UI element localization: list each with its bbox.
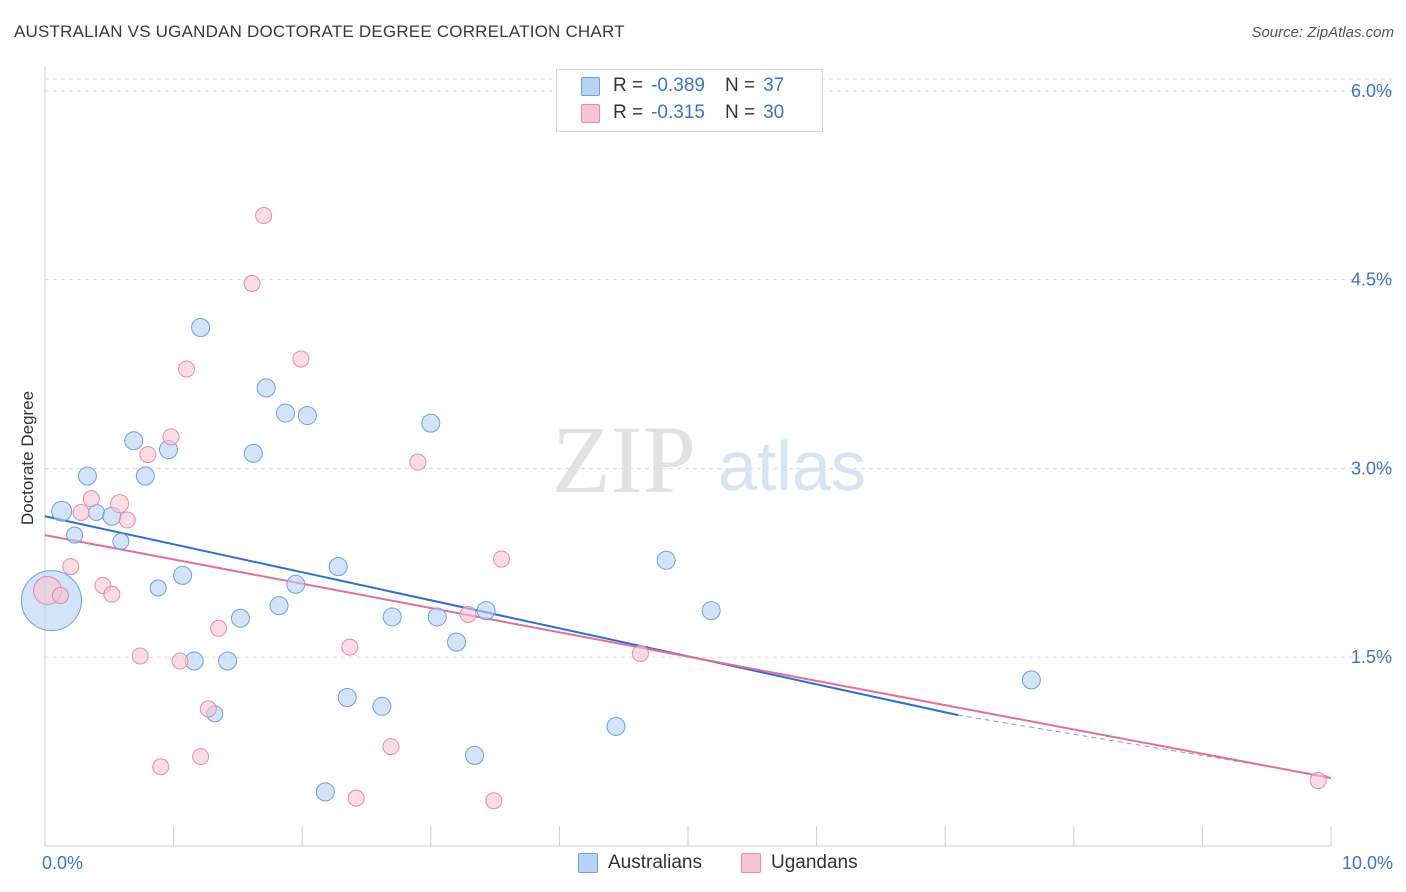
point-australians: [173, 565, 193, 585]
point-australians: [476, 601, 496, 621]
point-australians: [124, 431, 144, 451]
legend-r-value: -0.389: [651, 75, 705, 96]
point-australians: [297, 406, 317, 426]
legend-n-label: N =: [724, 75, 756, 96]
point-ugandans: [347, 789, 365, 807]
watermark: ZIP atlas: [552, 406, 866, 513]
y-tick-label: 1.5%: [1351, 647, 1392, 667]
point-ugandans: [255, 206, 273, 224]
legend-item-ugandans[interactable]: Ugandans: [741, 852, 858, 874]
point-australians: [256, 378, 276, 398]
point-australians: [337, 687, 357, 707]
point-australians: [230, 608, 250, 628]
point-australians: [51, 500, 73, 522]
grid-layer: [45, 78, 1392, 658]
point-ugandans: [131, 647, 149, 665]
legend-swatch-ugandans: [581, 103, 600, 123]
point-ugandans: [210, 619, 228, 637]
axis-layer: [44, 66, 1332, 847]
legend-n-value: 30: [763, 102, 785, 123]
trend-layer: [44, 515, 1332, 780]
point-australians: [382, 607, 402, 627]
legend-n-value: 37: [763, 75, 785, 96]
point-australians: [656, 550, 676, 570]
point-ugandans: [171, 652, 189, 670]
point-australians: [328, 557, 348, 577]
legend-row-ugandans: R = -0.315 N = 30: [581, 102, 784, 124]
watermark-atlas: atlas: [718, 427, 866, 505]
point-australians: [701, 601, 721, 621]
point-ugandans: [1309, 772, 1327, 790]
point-australians: [243, 443, 263, 463]
points-layer: [20, 206, 1327, 810]
point-ugandans: [493, 550, 511, 568]
point-ugandans: [192, 748, 210, 766]
legend-row-australians: R = -0.389 N = 37: [581, 75, 784, 97]
point-ugandans: [292, 350, 310, 368]
y-axis-label: Doctorate Degree: [18, 390, 37, 526]
legend-swatch-ugandans: [741, 853, 761, 873]
legend-label-australians: Australians: [608, 852, 702, 873]
point-ugandans: [72, 503, 90, 521]
label-layer: 1.5% 3.0% 4.5% 6.0% 0.0% 10.0%: [42, 81, 1393, 873]
point-australians: [66, 526, 84, 544]
point-ugandans: [341, 638, 359, 656]
point-australians: [149, 579, 167, 597]
point-ugandans: [51, 587, 69, 605]
point-ugandans: [110, 494, 130, 514]
point-australians: [465, 745, 485, 765]
point-ugandans: [118, 511, 136, 529]
point-ugandans: [103, 585, 121, 603]
legend-swatch-australians: [578, 853, 598, 873]
legend-swatch-australians: [581, 76, 600, 96]
legend-n-label: N =: [724, 102, 756, 123]
trendline-australians: [44, 515, 959, 717]
point-ugandans: [485, 792, 503, 810]
point-australians: [112, 532, 130, 550]
point-australians: [606, 716, 626, 736]
chart-title: AUSTRALIAN VS UGANDAN DOCTORATE DEGREE C…: [14, 22, 625, 41]
point-australians: [421, 413, 441, 433]
point-ugandans: [409, 453, 427, 471]
point-ugandans: [243, 274, 261, 292]
point-ugandans: [631, 644, 649, 662]
source-label: Source: ZipAtlas.com: [1251, 24, 1394, 41]
point-australians: [286, 574, 306, 594]
legend-r-label: R =: [613, 102, 644, 123]
point-australians: [427, 607, 447, 627]
point-ugandans: [139, 446, 157, 464]
y-tick-label: 3.0%: [1351, 458, 1392, 478]
point-ugandans: [199, 700, 217, 718]
point-australians: [315, 782, 335, 802]
point-australians: [372, 696, 392, 716]
x-tick-label: 10.0%: [1342, 853, 1393, 873]
point-australians: [1021, 670, 1041, 690]
legend-item-australians[interactable]: Australians: [578, 852, 702, 874]
point-ugandans: [382, 738, 400, 756]
legend-label-ugandans: Ugandans: [771, 852, 858, 873]
point-ugandans: [162, 428, 180, 446]
point-australians: [77, 466, 97, 486]
point-ugandans: [82, 490, 100, 508]
x-tick-label: 0.0%: [42, 853, 83, 873]
point-ugandans: [177, 360, 195, 378]
stats-legend: R = -0.389 N = 37 R = -0.315 N = 30: [556, 69, 823, 132]
point-ugandans: [459, 605, 477, 623]
point-australians: [191, 317, 211, 337]
trendline-ugandans: [44, 534, 1332, 780]
watermark-zip: ZIP: [552, 406, 696, 513]
point-australians: [135, 466, 155, 486]
y-tick-label: 6.0%: [1351, 81, 1392, 101]
legend-r-label: R =: [613, 75, 644, 96]
point-ugandans: [62, 558, 80, 576]
point-ugandans: [152, 758, 170, 776]
point-australians: [269, 596, 289, 616]
y-tick-label: 4.5%: [1351, 270, 1392, 290]
point-australians: [447, 632, 467, 652]
point-australians: [275, 403, 295, 423]
point-australians: [218, 651, 238, 671]
legend-r-value: -0.315: [651, 102, 705, 123]
